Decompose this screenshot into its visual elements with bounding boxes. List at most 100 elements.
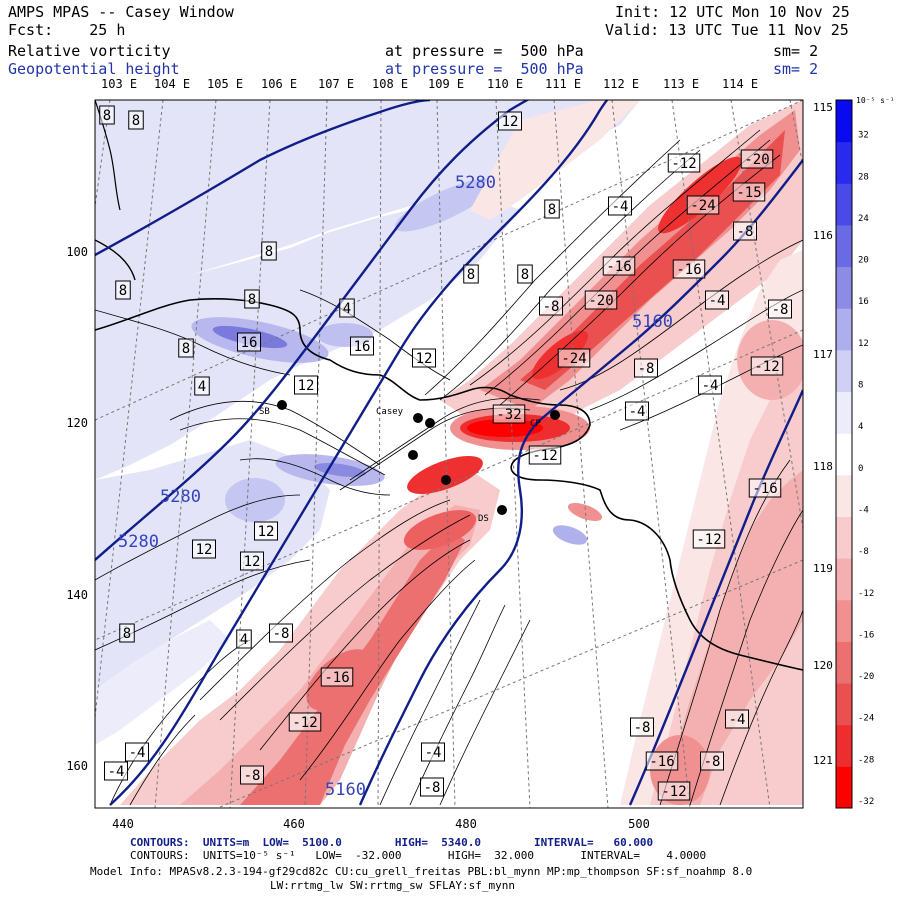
lon-label: 106 E	[261, 77, 298, 91]
init-time: Init: 12 UTC Mon 10 Nov 25	[615, 3, 850, 21]
lon-label: 107 E	[318, 77, 355, 91]
vorticity-label: -4	[125, 742, 149, 762]
lon-label: 103 E	[101, 77, 138, 91]
svg-text:-16: -16	[324, 670, 349, 686]
colorbar-label: 4	[858, 422, 863, 432]
vorticity-label: 8	[128, 110, 144, 130]
colorbar-band	[836, 349, 852, 393]
station-marker	[497, 505, 507, 515]
colorbar-label: -32	[858, 797, 874, 807]
svg-text:8: 8	[265, 244, 273, 260]
vorticity-label: 12	[498, 111, 522, 131]
colorbar-band	[836, 183, 852, 226]
colorbar-unit: 10⁻⁵ s⁻¹	[856, 96, 895, 105]
vorticity-label: 8	[517, 264, 533, 284]
svg-text:-4: -4	[612, 199, 629, 215]
field2-smoothing: sm= 2	[773, 60, 819, 78]
svg-text:-8: -8	[244, 768, 261, 784]
svg-text:8: 8	[467, 267, 475, 283]
vorticity-label: -16	[748, 478, 782, 498]
map-title: AMPS MPAS -- Casey Window	[8, 3, 234, 21]
lon-label: 112 E	[603, 77, 640, 91]
colorbar-band	[836, 433, 852, 476]
station-marker	[441, 475, 451, 485]
vorticity-label: -8	[634, 358, 658, 378]
field1-smoothing: sm= 2	[773, 42, 819, 60]
svg-text:16: 16	[354, 339, 371, 355]
svg-text:-12: -12	[532, 448, 557, 464]
vorticity-label: -12	[528, 445, 562, 465]
svg-text:-12: -12	[292, 715, 317, 731]
svg-text:12: 12	[258, 524, 275, 540]
svg-text:8: 8	[548, 202, 556, 218]
svg-text:8: 8	[103, 108, 111, 124]
colorbar-band	[836, 516, 852, 559]
colorbar-label: 8	[858, 381, 863, 391]
height-label: 5280	[160, 487, 201, 507]
svg-text:-24: -24	[561, 351, 586, 367]
vorticity-label: -4	[421, 742, 445, 762]
colorbar-frame	[835, 99, 853, 809]
colorbar-label: -4	[858, 505, 869, 515]
x-tick-label: 500	[628, 817, 650, 831]
vorticity-label: -8	[269, 623, 293, 643]
x-tick-label: 480	[455, 817, 477, 831]
svg-text:-24: -24	[690, 198, 715, 214]
height-contour-info: CONTOURS: UNITS=m LOW= 5100.0 HIGH= 5340…	[130, 836, 654, 849]
lon-label: 105 E	[207, 77, 244, 91]
vorticity-label: -16	[602, 256, 636, 276]
station-marker	[425, 418, 435, 428]
svg-text:-4: -4	[702, 378, 719, 394]
svg-text:-16: -16	[649, 754, 674, 770]
colorbar-label: 20	[858, 256, 869, 266]
vorticity-label: -8	[420, 777, 444, 797]
vorticity-label: 8	[178, 338, 194, 358]
svg-text:-32: -32	[496, 407, 521, 423]
x-tick-label: 440	[112, 817, 134, 831]
vorticity-label: -24	[686, 195, 720, 215]
vorticity-label: 8	[115, 280, 131, 300]
svg-text:-4: -4	[108, 764, 125, 780]
svg-text:12: 12	[244, 554, 261, 570]
svg-text:12: 12	[502, 114, 519, 130]
svg-text:8: 8	[521, 267, 529, 283]
stations: SB Casey CP DS	[259, 400, 560, 524]
svg-text:-16: -16	[676, 262, 701, 278]
station-label: DS	[478, 514, 489, 524]
x-tick-label: 460	[283, 817, 305, 831]
vorticity-label: 16	[237, 332, 261, 352]
svg-text:-8: -8	[273, 626, 290, 642]
svg-text:-16: -16	[606, 259, 631, 275]
y-axis: 100 120 140 160	[66, 245, 88, 773]
svg-text:-4: -4	[425, 745, 442, 761]
vorticity-label: 12	[192, 539, 216, 559]
svg-text:-8: -8	[737, 224, 754, 240]
vorticity-label: -4	[625, 401, 649, 421]
svg-text:-12: -12	[671, 156, 696, 172]
colorbar-label: -24	[858, 714, 874, 724]
svg-text:-4: -4	[129, 745, 146, 761]
lon-label: 114 E	[722, 77, 759, 91]
svg-text:12: 12	[196, 542, 213, 558]
vorticity-label: -12	[750, 356, 784, 376]
colorbar-band	[836, 558, 852, 601]
vorticity-label: 16	[350, 336, 374, 356]
svg-text:-8: -8	[772, 302, 789, 318]
vorticity-label: 8	[463, 264, 479, 284]
map-frame	[94, 99, 804, 809]
colorbar-band	[836, 141, 852, 184]
svg-text:-8: -8	[704, 754, 721, 770]
coastline-west	[95, 239, 136, 281]
station-label: SB	[259, 407, 270, 417]
colorbar-label: 12	[858, 339, 869, 349]
lon-label: 111 E	[545, 77, 582, 91]
station-marker	[413, 413, 423, 423]
vorticity-label: -16	[672, 259, 706, 279]
negative-vorticity-shading	[120, 100, 803, 805]
svg-text:16: 16	[241, 335, 258, 351]
coastline	[95, 298, 803, 671]
colorbar-band	[836, 391, 852, 434]
y-tick-label: 100	[66, 245, 88, 259]
colorbar-band	[836, 683, 852, 726]
